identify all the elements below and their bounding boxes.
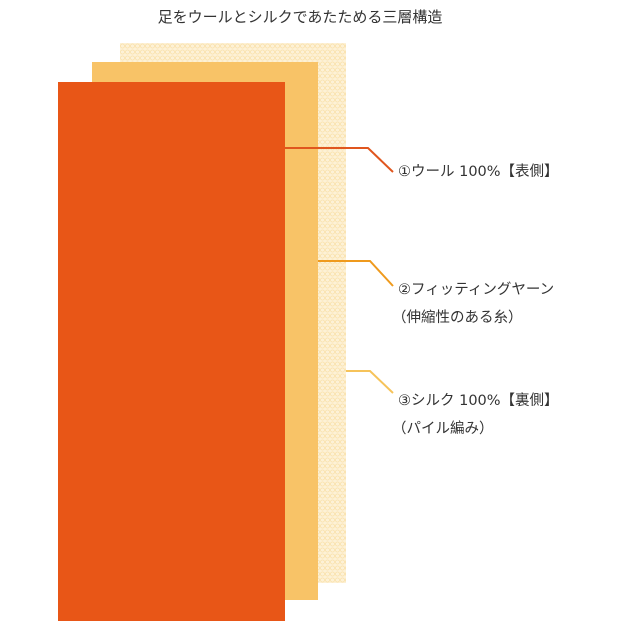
diagram-title: 足をウールとシルクであたためる三層構造 [157, 8, 443, 26]
label-wool-line1: ①ウール 100%【表側】 [398, 164, 559, 180]
leader-line-fitting [318, 260, 394, 287]
label-silk-line2: （パイル編み） [392, 421, 494, 437]
label-silk: ③シルク 100%【裏側】 （パイル編み） [392, 387, 559, 443]
leader-line-silk [346, 370, 394, 394]
wool-layer [58, 82, 285, 621]
label-silk-line1: ③シルク 100%【裏側】 [398, 393, 559, 409]
leader-line-wool [285, 147, 394, 173]
label-fitting-line2: （伸縮性のある糸） [392, 310, 523, 326]
label-wool: ①ウール 100%【表側】 [398, 158, 559, 186]
label-fitting-line1: ②フィッティングヤーン [398, 282, 555, 298]
label-fitting: ②フィッティングヤーン （伸縮性のある糸） [392, 276, 555, 332]
